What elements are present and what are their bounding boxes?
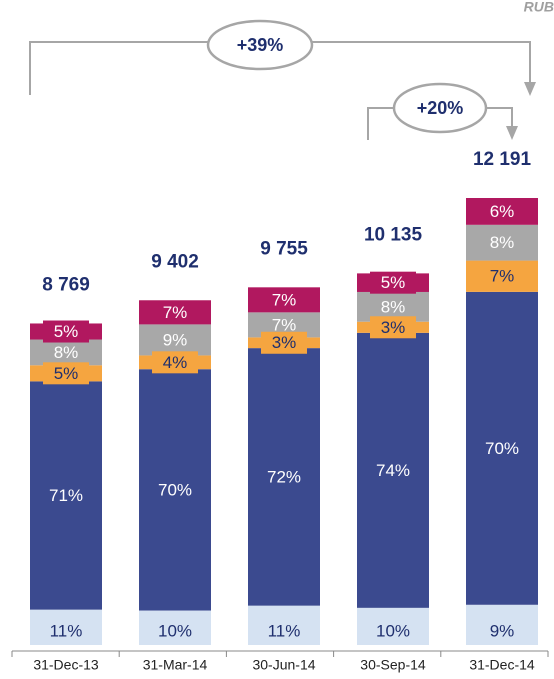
annotation: +20%	[417, 98, 464, 118]
annotation-bubble	[392, 82, 488, 134]
bar-segment	[466, 291, 538, 605]
annotation: +39%	[237, 35, 284, 55]
segment-label: 10%	[376, 621, 410, 640]
bar-segment	[139, 300, 211, 325]
bar-segment	[357, 332, 429, 608]
segment-label: 11%	[268, 621, 301, 640]
segment-label: 9%	[490, 621, 515, 640]
bar-segment	[248, 287, 320, 313]
label-bg	[370, 316, 416, 339]
bar-segment	[466, 604, 538, 645]
segment-label: 72%	[267, 467, 301, 486]
bar-segment	[466, 198, 538, 225]
segment-label: 7%	[272, 290, 297, 309]
bar-segment	[466, 260, 538, 292]
segment-label: 7%	[272, 315, 297, 334]
x-tick-label: 31-Dec-13	[33, 657, 99, 673]
label-bg	[43, 320, 89, 343]
segment-label: 5%	[381, 273, 406, 292]
bar-segment	[139, 324, 211, 356]
bar-segment	[30, 381, 102, 610]
bar-segment	[30, 339, 102, 366]
x-tick-label: 30-Jun-14	[252, 657, 315, 673]
bar-segment	[30, 609, 102, 645]
segment-label: 5%	[54, 364, 79, 383]
label-bg	[370, 271, 416, 294]
segment-label: 7%	[163, 303, 188, 322]
x-tick-label: 31-Mar-14	[143, 657, 208, 673]
bar-segment	[139, 369, 211, 611]
total-label: 10 135	[364, 224, 423, 245]
segment-label: 11%	[50, 621, 83, 640]
segment-label: 9%	[163, 330, 188, 349]
bar-segment	[248, 605, 320, 645]
x-tick-label: 30-Sep-14	[360, 657, 426, 673]
segment-label: 8%	[54, 343, 79, 362]
total-label: 8 769	[42, 274, 90, 295]
label-bg	[152, 351, 198, 374]
total-label: 9 402	[151, 251, 199, 272]
segment-label: 5%	[54, 322, 79, 341]
bar-segment	[139, 610, 211, 645]
segment-label: 4%	[163, 353, 188, 372]
arrow-head	[506, 126, 518, 140]
unit-label: RUB	[524, 0, 554, 15]
total-label: 12 191	[473, 149, 532, 170]
bar-segment	[248, 348, 320, 606]
segment-label: 70%	[158, 480, 192, 499]
segment-label: 3%	[381, 318, 406, 337]
total-label: 9 755	[260, 238, 308, 259]
annotation-bubble	[206, 19, 314, 71]
label-bg	[261, 331, 307, 354]
segment-label: 8%	[490, 233, 515, 252]
segment-label: 3%	[272, 333, 297, 352]
arrow-head	[524, 82, 536, 96]
label-bg	[43, 362, 89, 385]
segment-label: 8%	[381, 297, 406, 316]
segment-label: 74%	[376, 461, 410, 480]
segment-label: 6%	[490, 202, 515, 221]
segment-label: 10%	[158, 621, 192, 640]
x-tick-label: 31-Dec-14	[469, 657, 535, 673]
segment-label: 71%	[49, 486, 83, 505]
bar-segment	[357, 607, 429, 645]
bar-segment	[466, 224, 538, 261]
segment-label: 70%	[485, 439, 519, 458]
segment-label: 7%	[490, 267, 515, 286]
